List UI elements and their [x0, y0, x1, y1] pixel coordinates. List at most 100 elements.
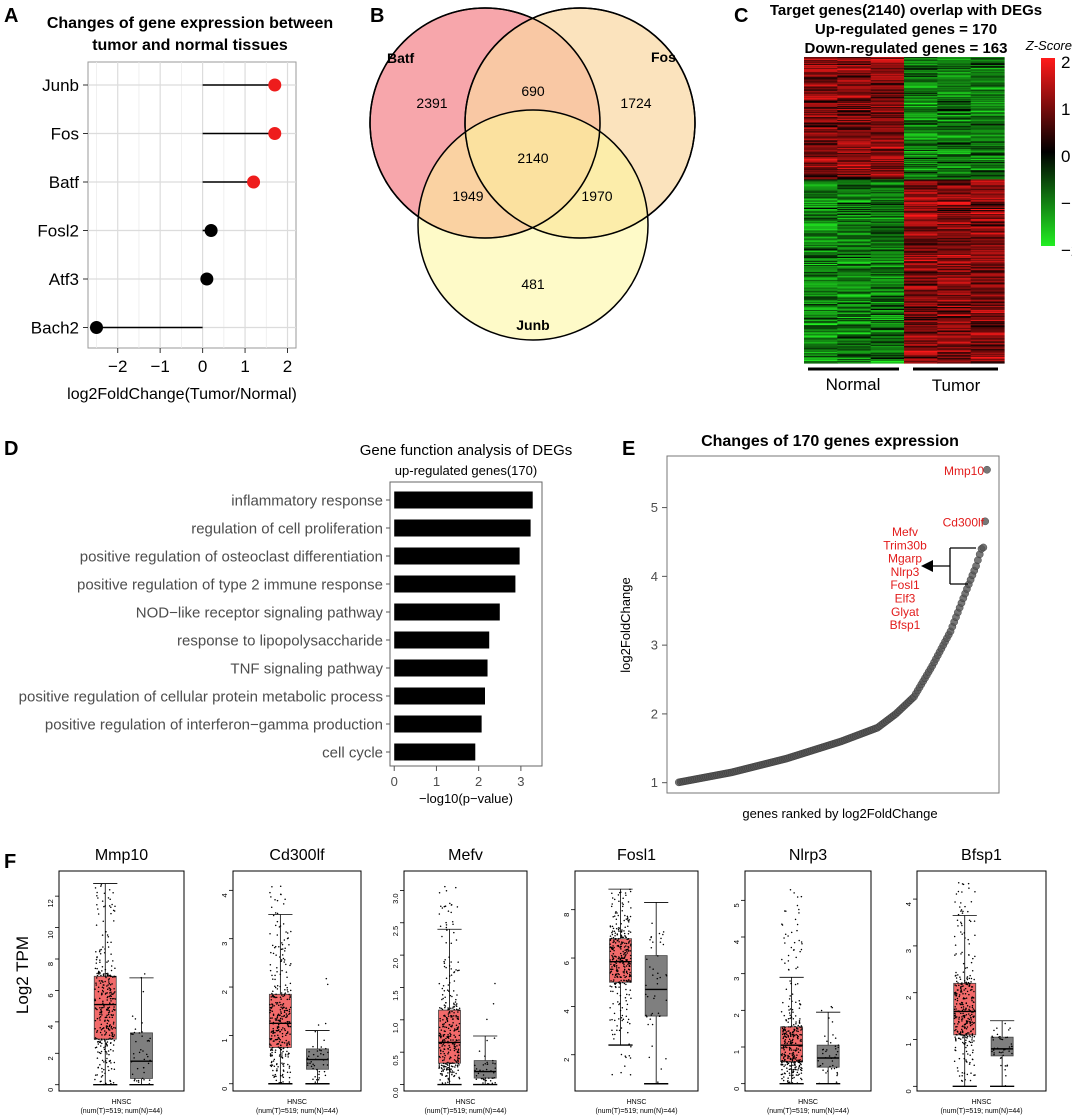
heatmap-cell — [837, 341, 872, 344]
data-point — [458, 1044, 461, 1046]
heatmap-cell — [937, 231, 972, 234]
heatmap-cell — [937, 90, 972, 93]
data-point — [797, 1030, 799, 1033]
data-point — [624, 955, 627, 957]
heatmap-cell — [804, 66, 838, 68]
data-point — [277, 1029, 280, 1032]
heatmap-cell — [937, 159, 972, 161]
data-point — [99, 1013, 101, 1016]
heatmap-cell — [870, 245, 905, 248]
heatmap-cell — [837, 161, 872, 163]
data-point — [610, 946, 613, 949]
data-point — [445, 1037, 447, 1040]
data-point — [494, 982, 496, 985]
x-tick-label: 1 — [240, 357, 249, 376]
heatmap-cell — [970, 232, 1005, 235]
heatmap-cell — [870, 163, 905, 165]
data-point — [787, 1077, 789, 1079]
heatmap-cell — [904, 284, 938, 287]
data-point — [628, 1055, 631, 1057]
heatmap-cell — [837, 110, 872, 112]
data-point — [969, 989, 972, 991]
data-point — [610, 905, 613, 908]
data-point — [796, 923, 799, 926]
data-point — [617, 914, 619, 917]
heatmap-cell — [837, 84, 872, 87]
heatmap-cell — [837, 87, 872, 90]
heatmap-cell — [937, 101, 972, 104]
data-point — [791, 993, 794, 995]
heatmap-cell — [904, 354, 938, 357]
data-point — [829, 1065, 831, 1068]
heatmap-cell — [937, 230, 972, 233]
heatmap-cell — [904, 164, 938, 166]
data-point — [955, 953, 957, 955]
heatmap-cell — [804, 234, 838, 237]
heatmap-cell — [970, 337, 1005, 340]
data-point — [286, 1009, 289, 1012]
heatmap-cell — [837, 214, 872, 216]
heatmap-cell — [904, 255, 938, 258]
data-point — [106, 1057, 108, 1060]
data-point — [108, 981, 110, 983]
heatmap-cell — [804, 217, 838, 219]
heatmap-cell — [904, 240, 938, 243]
heatmap-cell — [804, 94, 838, 97]
data-point — [785, 1031, 788, 1033]
heatmap-cell — [837, 323, 872, 325]
heatmap-cell — [937, 249, 972, 252]
data-point — [94, 998, 96, 1001]
data-point — [287, 1052, 290, 1054]
heatmap-cell — [870, 347, 905, 350]
y-tick-label: 0 — [46, 1088, 55, 1092]
heatmap-cell — [937, 302, 972, 305]
heatmap-cell — [804, 288, 838, 291]
data-point — [791, 1077, 794, 1079]
heatmap-cell — [937, 267, 972, 269]
data-point — [276, 920, 279, 923]
heatmap-cell — [904, 225, 938, 227]
heatmap-cell — [970, 164, 1005, 166]
heatmap-cell — [870, 222, 905, 224]
data-point — [999, 1057, 1002, 1059]
data-point — [966, 977, 968, 979]
data-point — [651, 1012, 654, 1015]
heatmap-cell — [837, 288, 872, 291]
heatmap-cell — [837, 241, 872, 244]
heatmap-cell — [804, 165, 838, 167]
data-point — [108, 1069, 110, 1072]
heatmap-cell — [870, 322, 905, 324]
data-point — [622, 1018, 625, 1021]
data-point — [458, 1034, 461, 1037]
data-point — [620, 1016, 623, 1019]
heatmap-cell — [904, 258, 938, 261]
data-point — [106, 1019, 109, 1021]
heatmap-cell — [837, 224, 872, 226]
heatmap-cell — [804, 125, 838, 127]
heatmap-cell — [904, 157, 938, 160]
data-point — [788, 1026, 790, 1028]
heatmap-cell — [937, 59, 972, 61]
data-point — [101, 1059, 104, 1062]
data-point — [800, 948, 803, 951]
data-point — [271, 1054, 273, 1057]
heatmap-cell — [870, 166, 905, 168]
heatmap-cell — [837, 120, 872, 122]
data-point — [993, 1029, 995, 1032]
data-point — [269, 1011, 271, 1014]
heatmap-cell — [937, 72, 972, 74]
heatmap-cell — [804, 269, 838, 271]
heatmap-cell — [970, 267, 1005, 269]
data-point — [276, 1014, 279, 1017]
heatmap-cell — [970, 197, 1005, 200]
heatmap-cell — [837, 194, 872, 197]
data-point — [94, 1028, 96, 1030]
heatmap-cell — [837, 322, 872, 324]
heatmap-cell — [804, 199, 838, 202]
heatmap-cell — [837, 146, 872, 149]
heatmap-cell — [870, 313, 905, 315]
heatmap-cell — [870, 141, 905, 144]
heatmap-cell — [970, 160, 1005, 162]
data-point — [281, 1052, 283, 1054]
data-point — [324, 1022, 327, 1025]
